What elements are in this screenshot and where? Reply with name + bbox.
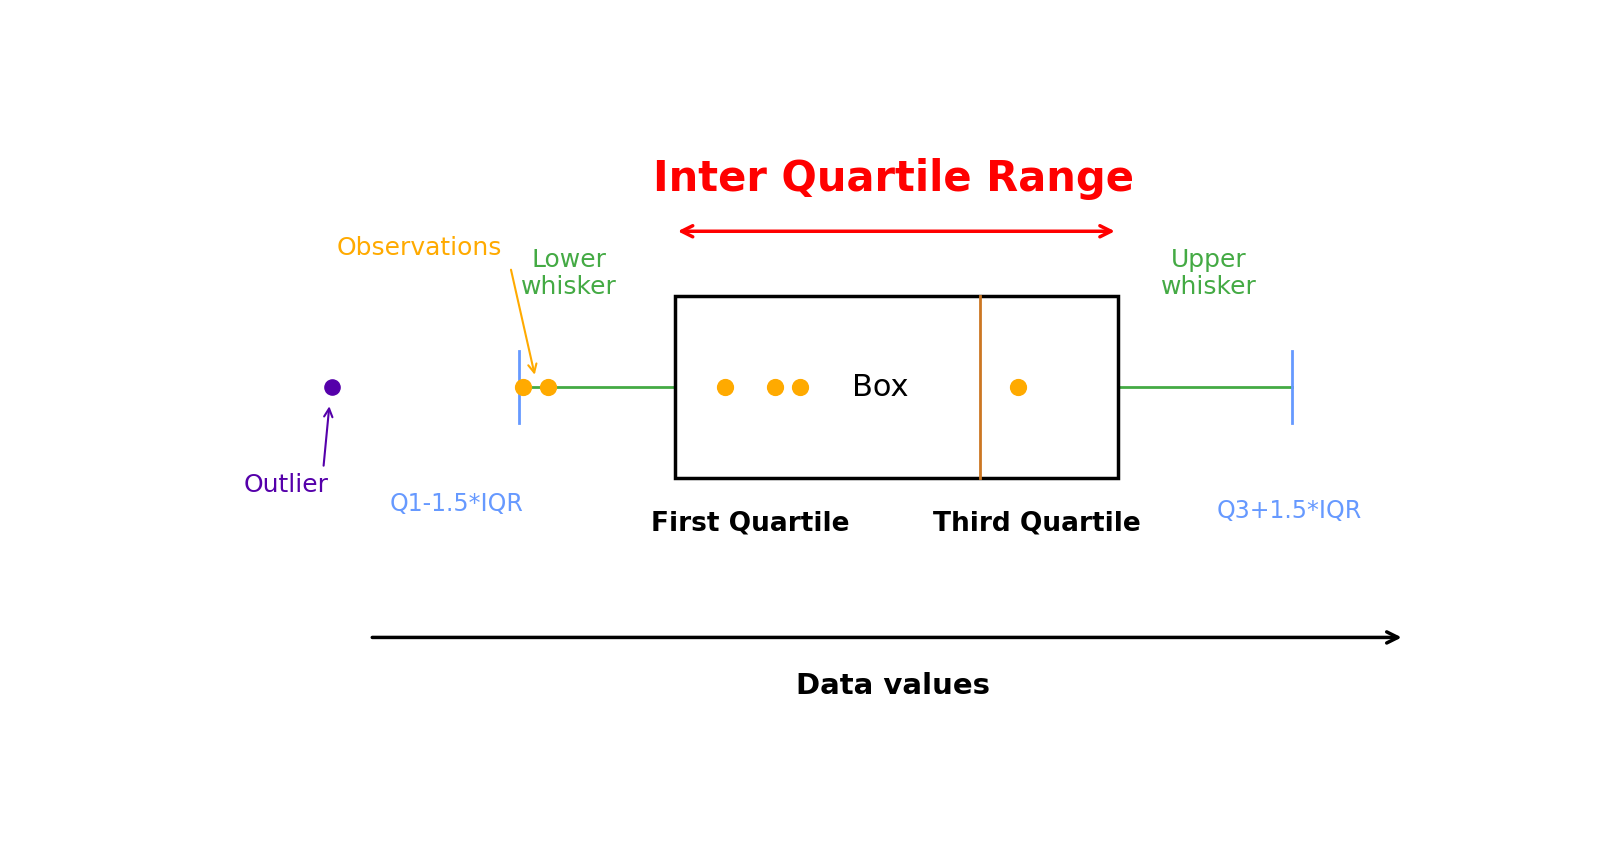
Point [1006, 381, 1031, 394]
Text: Observations: Observations [336, 235, 502, 259]
Point [534, 381, 560, 394]
Text: Lower
whisker: Lower whisker [521, 247, 616, 300]
Text: Third Quartile: Third Quartile [933, 511, 1141, 537]
Point [711, 381, 737, 394]
Point [763, 381, 788, 394]
Point [787, 381, 813, 394]
Text: Upper
whisker: Upper whisker [1160, 247, 1257, 300]
Text: Q1-1.5*IQR: Q1-1.5*IQR [389, 492, 523, 517]
Text: Outlier: Outlier [243, 473, 328, 497]
Bar [676, 296, 1118, 479]
Text: Q3+1.5*IQR: Q3+1.5*IQR [1216, 499, 1363, 522]
Point [319, 381, 344, 394]
Text: Box: Box [853, 373, 909, 402]
Text: First Quartile: First Quartile [650, 511, 850, 537]
Point [510, 381, 536, 394]
Text: Inter Quartile Range: Inter Quartile Range [653, 159, 1134, 200]
Text: Data values: Data values [796, 672, 990, 701]
